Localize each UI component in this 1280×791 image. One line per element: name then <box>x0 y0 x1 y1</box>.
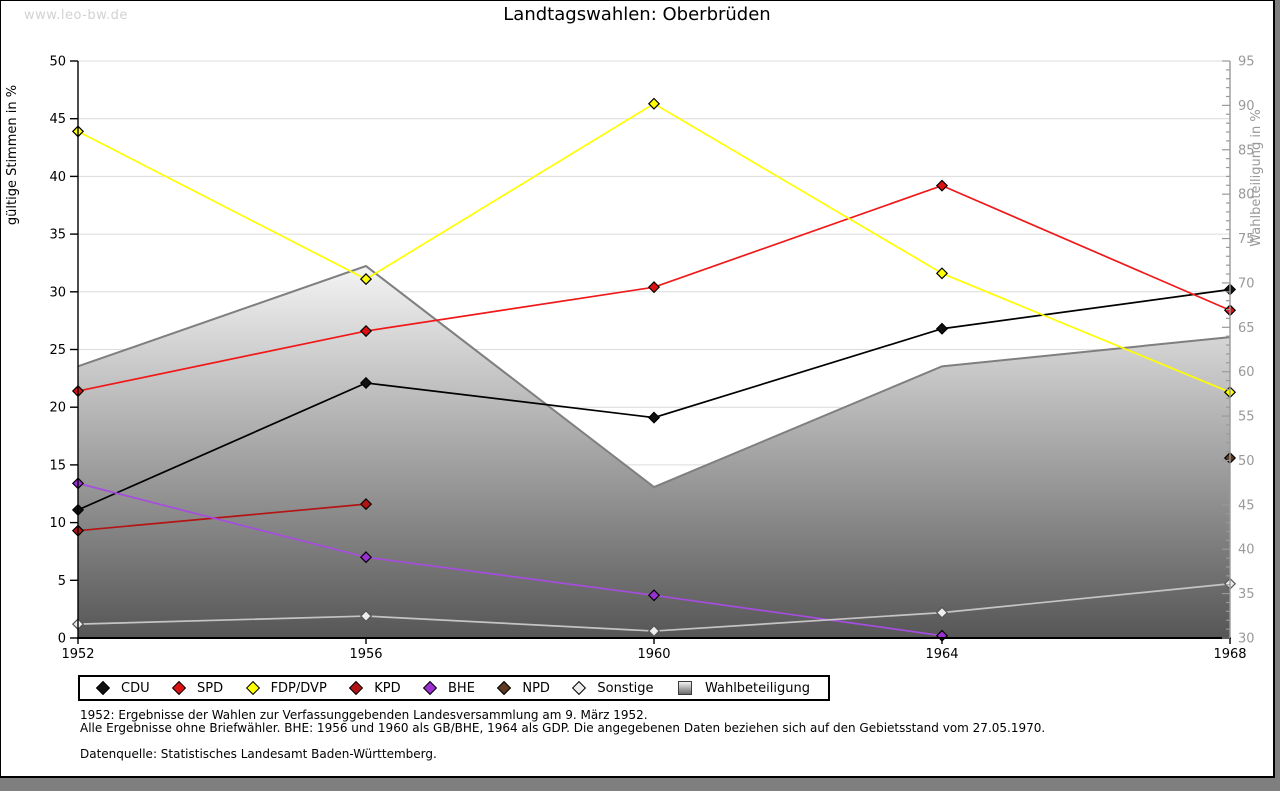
svg-text:60: 60 <box>1238 365 1255 380</box>
legend-label: CDU <box>121 680 150 696</box>
svg-text:65: 65 <box>1238 321 1255 336</box>
svg-text:Wahlbeteiligung in %: Wahlbeteiligung in % <box>1249 109 1264 246</box>
svg-text:45: 45 <box>1238 498 1255 513</box>
svg-text:1968: 1968 <box>1213 647 1246 662</box>
legend-item-NPD: NPD <box>497 680 550 696</box>
data-source: Datenquelle: Statistisches Landesamt Bad… <box>80 747 437 761</box>
legend-label: BHE <box>448 680 475 696</box>
svg-text:30: 30 <box>1238 632 1255 647</box>
svg-text:50: 50 <box>1238 454 1255 469</box>
chart-legend: CDU SPD FDP/DVP KPD BHE NPD Sonstige Wahlbeteil… <box>78 675 830 701</box>
svg-text:25: 25 <box>49 343 66 358</box>
area-Wahlbeteiligung <box>78 266 1230 638</box>
watermark: www.leo-bw.de <box>24 8 128 23</box>
svg-text:40: 40 <box>49 170 66 185</box>
legend-diamond-marker <box>422 680 438 696</box>
legend-label: NPD <box>522 680 550 696</box>
svg-text:35: 35 <box>49 228 66 243</box>
legend-diamond-marker <box>95 680 111 696</box>
svg-text:50: 50 <box>49 55 66 70</box>
legend-diamond-marker <box>572 680 587 696</box>
svg-text:70: 70 <box>1238 276 1255 291</box>
svg-text:80: 80 <box>1238 188 1255 203</box>
svg-text:45: 45 <box>49 112 66 127</box>
legend-square-marker <box>677 681 692 695</box>
svg-text:55: 55 <box>1238 410 1255 425</box>
svg-text:1952: 1952 <box>61 647 94 662</box>
svg-text:0: 0 <box>58 632 66 647</box>
footnote-line-2: Alle Ergebnisse ohne Briefwähler. BHE: 1… <box>80 721 1046 735</box>
svg-text:75: 75 <box>1238 232 1255 247</box>
legend-label: FDP/DVP <box>270 680 327 696</box>
legend-label: Wahlbeteiligung <box>704 680 810 696</box>
chart-footnotes: 1952: Ergebnisse der Wahlen zur Verfassu… <box>80 709 1045 761</box>
page-title: Landtagswahlen: Oberbrüden <box>503 4 771 25</box>
svg-text:40: 40 <box>1238 543 1255 558</box>
svg-text:1964: 1964 <box>925 647 958 662</box>
legend-label: SPD <box>197 680 224 696</box>
svg-text:10: 10 <box>49 516 66 531</box>
legend-item-BHE: BHE <box>422 680 475 696</box>
svg-text:35: 35 <box>1238 587 1255 602</box>
svg-text:gültige Stimmen in %: gültige Stimmen in % <box>5 85 20 225</box>
legend-item-SPD: SPD <box>171 680 224 696</box>
svg-text:1956: 1956 <box>349 647 382 662</box>
legend-item-CDU: CDU <box>95 680 150 696</box>
legend-item-KPD: KPD <box>349 680 401 696</box>
svg-text:1960: 1960 <box>637 647 670 662</box>
legend-diamond-marker <box>245 680 260 696</box>
legend-label: KPD <box>374 680 401 696</box>
svg-text:30: 30 <box>49 285 66 300</box>
svg-text:20: 20 <box>49 401 66 416</box>
legend-diamond-marker <box>497 680 512 696</box>
legend-label: Sonstige <box>597 680 654 696</box>
legend-item-Wahlbeteiligung: Wahlbeteiligung <box>677 680 810 696</box>
svg-text:85: 85 <box>1238 143 1255 158</box>
svg-text:15: 15 <box>49 458 66 473</box>
legend-diamond-marker <box>349 680 364 696</box>
svg-text:5: 5 <box>58 574 66 589</box>
legend-diamond-marker <box>171 680 187 696</box>
series-SPD <box>71 179 1237 398</box>
svg-text:95: 95 <box>1238 55 1255 70</box>
footnote-line-1: 1952: Ergebnisse der Wahlen zur Verfassu… <box>80 708 648 722</box>
svg-text:90: 90 <box>1238 99 1255 114</box>
legend-item-FDP-DVP: FDP/DVP <box>245 680 327 696</box>
legend-item-Sonstige: Sonstige <box>572 680 654 696</box>
chart-canvas: 0 5 10 15 20 25 30 35 40 45 50 1952 1956 1960 1964 1968… <box>5 55 1264 663</box>
